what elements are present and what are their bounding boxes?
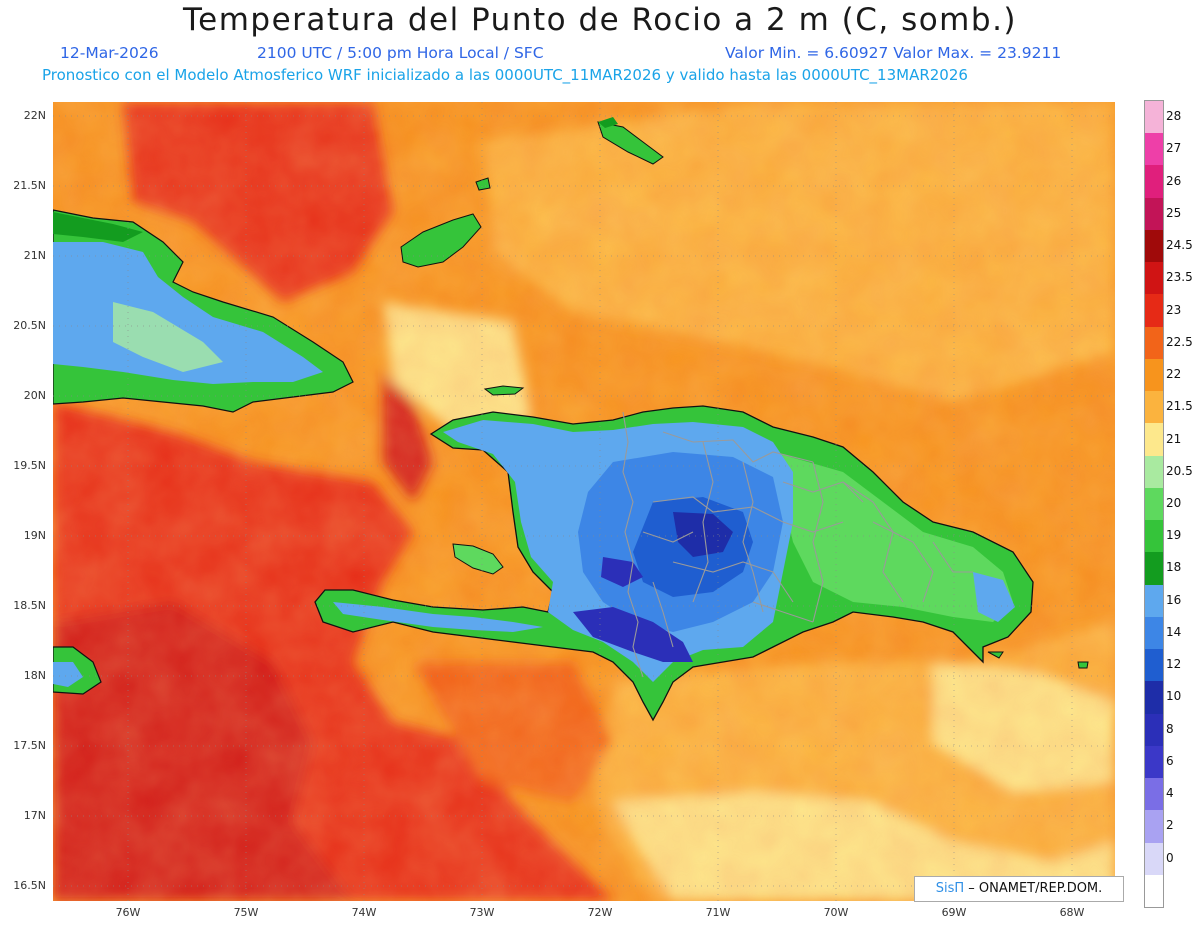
legend-label: 20.5 — [1166, 463, 1193, 478]
legend-label: 24.5 — [1166, 238, 1193, 253]
legend-label: 22 — [1166, 367, 1182, 382]
lat-label-18n: 18N — [23, 669, 46, 682]
lon-label-69w: 69W — [941, 906, 967, 919]
legend-label: 16 — [1166, 592, 1182, 607]
legend-label: 0 — [1166, 850, 1174, 865]
lat-label-17n: 17N — [23, 809, 46, 822]
lat-label-22n: 22N — [23, 109, 46, 122]
legend-swatch — [1145, 262, 1163, 295]
small-island-b — [598, 117, 618, 128]
legend-swatch — [1145, 681, 1163, 715]
legend-label: 26 — [1166, 173, 1182, 188]
hispaniola-indigo-a — [673, 512, 733, 557]
legend-label: 28 — [1166, 109, 1182, 124]
hispaniola-indigo-b — [573, 607, 693, 662]
legend-swatch — [1145, 165, 1163, 199]
legend-label: 4 — [1166, 786, 1174, 801]
lat-label-18-5n: 18.5N — [13, 599, 46, 612]
lat-label-21n: 21N — [23, 249, 46, 262]
lat-label-17-5n: 17.5N — [13, 739, 46, 752]
legend-swatch — [1145, 616, 1163, 650]
map-title: Temperatura del Punto de Rocio a 2 m (C,… — [182, 2, 1018, 38]
lon-label-71w: 71W — [705, 906, 731, 919]
tiburon-blue — [333, 602, 543, 632]
legend-label: 2 — [1166, 818, 1174, 833]
jamaica-blue — [53, 662, 83, 687]
lat-label-21-5n: 21.5N — [13, 179, 46, 192]
legend-swatch — [1145, 778, 1163, 811]
legend-swatch — [1145, 229, 1163, 263]
legend-swatch — [1145, 487, 1163, 521]
east-blue-patch — [973, 572, 1015, 622]
turks-caicos-island — [597, 121, 664, 165]
legend-label: 21 — [1166, 431, 1182, 446]
cuba-darkgreen — [53, 212, 143, 242]
lon-label-76w: 76W — [115, 906, 141, 919]
saona-island — [987, 651, 1004, 659]
lon-label-70w: 70W — [823, 906, 849, 919]
dewpoint-map[interactable] — [53, 102, 1115, 901]
legend-swatch — [1145, 423, 1163, 457]
lat-label-16-5n: 16.5N — [13, 879, 46, 892]
lon-label-72w: 72W — [587, 906, 613, 919]
small-island-a — [475, 177, 491, 191]
legend-label: 14 — [1166, 624, 1182, 639]
lat-label-20n: 20N — [23, 389, 46, 402]
legend-label: 8 — [1166, 721, 1174, 736]
legend-label: 23 — [1166, 302, 1182, 317]
legend-swatch — [1145, 810, 1163, 843]
credit-org: – ONAMET/REP.DOM. — [968, 881, 1103, 896]
legend-label: 10 — [1166, 689, 1182, 704]
cuba-blue — [53, 242, 323, 384]
lat-label-20-5n: 20.5N — [13, 319, 46, 332]
lon-label-75w: 75W — [233, 906, 259, 919]
legend-swatch — [1145, 326, 1163, 360]
legend-label: 27 — [1166, 141, 1182, 156]
legend-swatch — [1145, 358, 1163, 392]
legend-label: 18 — [1166, 560, 1182, 575]
hispaniola-lightgreen — [773, 452, 1013, 622]
model-info: Pronostico con el Modelo Atmosferico WRF… — [42, 66, 968, 84]
legend-swatch — [1145, 649, 1163, 682]
great-inagua-island — [400, 213, 482, 268]
legend-swatch — [1145, 713, 1163, 747]
forecast-time: 2100 UTC / 5:00 pm Hora Local / SFC — [257, 44, 544, 62]
lon-label-74w: 74W — [351, 906, 377, 919]
credit-brand: SisΠ — [935, 881, 965, 896]
forecast-date: 12-Mar-2026 — [60, 44, 159, 62]
legend-swatch — [1145, 133, 1163, 166]
lon-label-68w: 68W — [1059, 906, 1085, 919]
legend-swatch — [1145, 294, 1163, 328]
legend-label: 19 — [1166, 528, 1182, 543]
legend-swatch — [1145, 520, 1163, 553]
legend-label: 23.5 — [1166, 270, 1193, 285]
min-max-values: Valor Min. = 6.60927 Valor Max. = 23.921… — [725, 44, 1062, 62]
mona-island — [1077, 661, 1089, 669]
legend-swatch — [1145, 101, 1163, 134]
legend-swatch — [1145, 391, 1163, 424]
province-borders — [622, 411, 973, 678]
legend-label: 6 — [1166, 753, 1174, 768]
legend-swatch — [1145, 584, 1163, 618]
legend-label: 25 — [1166, 205, 1182, 220]
lat-label-19-5n: 19.5N — [13, 459, 46, 472]
cuba-lightgreen — [113, 302, 223, 372]
gonave-island — [452, 543, 504, 575]
legend-label: 20 — [1166, 496, 1182, 510]
credit-box: SisΠ – ONAMET/REP.DOM. — [914, 876, 1124, 902]
legend-swatch — [1145, 745, 1163, 779]
lat-label-19n: 19N — [23, 529, 46, 542]
legend-label: 22.5 — [1166, 334, 1193, 349]
legend-label: 21.5 — [1166, 399, 1193, 414]
legend-swatch — [1145, 552, 1163, 586]
tortuga-island — [483, 385, 525, 396]
legend-swatch — [1145, 197, 1163, 231]
legend-swatch — [1145, 455, 1163, 489]
color-legend — [1144, 100, 1164, 908]
legend-label: 12 — [1166, 657, 1182, 672]
legend-swatch — [1145, 842, 1163, 876]
legend-swatch — [1145, 874, 1163, 908]
lon-label-73w: 73W — [469, 906, 495, 919]
